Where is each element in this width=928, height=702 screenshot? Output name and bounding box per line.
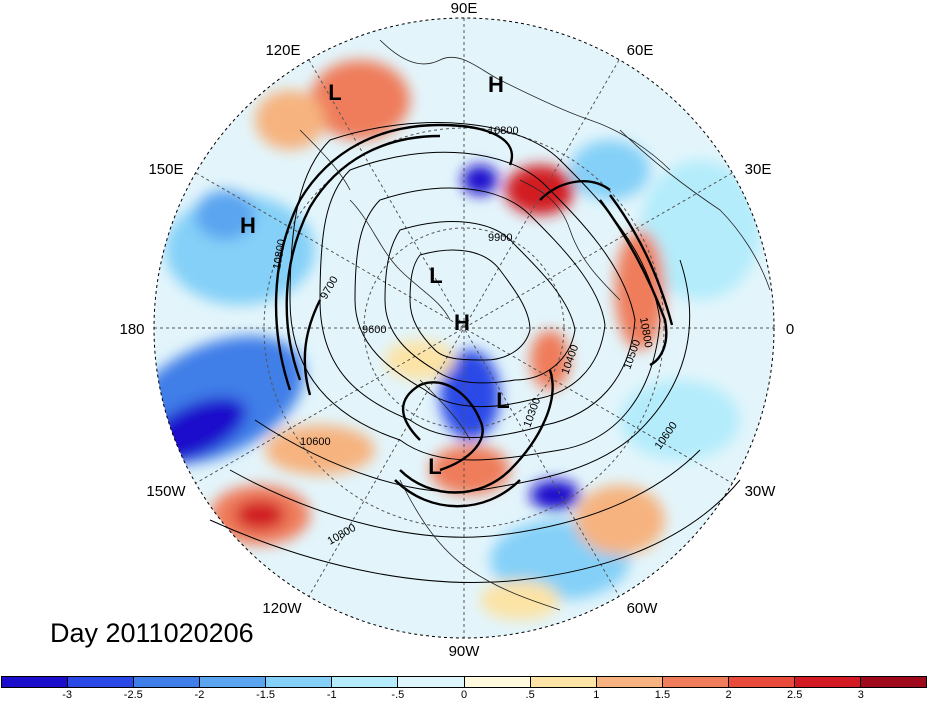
contour-label: 10600 [300,436,331,448]
graticule [154,18,774,638]
lon-label-180: 180 [119,321,144,338]
low-center-label: L [428,454,441,479]
colorbar-swatch [464,677,531,687]
lon-label-60e: 60E [627,42,654,59]
lon-label-60w: 60W [627,600,659,617]
colorbar-swatch [134,677,201,687]
colorbar-swatches [1,676,927,688]
colorbar-tick-labels: -3 -2.5 -2 -1.5 -1 -.5 0 .5 1 1.5 2 2.5 3 [0,688,928,702]
lon-label-120e: 120E [265,42,300,59]
colorbar-swatch [200,677,267,687]
colorbar-tick-label: -3 [62,689,73,701]
colorbar-swatch [861,677,927,687]
colorbar-swatch [728,677,795,687]
contour-label: 9600 [362,324,386,336]
height-contours [209,122,741,583]
jet-contours [274,123,674,508]
colorbar-swatch [266,677,333,687]
colorbar-swatch [2,677,69,687]
colorbar-tick-label: 1.5 [654,689,671,701]
contour-label: 10800 [488,125,519,137]
map-date-title: Day 2011020206 [50,618,254,648]
low-center-label: L [496,388,509,413]
polar-stereographic-map: 90E 60E 30E 0 30W 60W 90W 120W 150W 180 … [119,0,794,660]
colorbar-tick-label: -1.5 [256,689,276,701]
longitude-labels: 90E 60E 30E 0 30W 60W 90W 120W 150W 180 … [119,0,794,660]
colorbar-tick-label: -2.5 [123,689,143,701]
colorbar-tick-label: -.5 [391,689,405,701]
colorbar-swatch [332,677,399,687]
colorbar-swatch [662,677,729,687]
colorbar-tick-label: -2 [194,689,205,701]
lon-label-150e: 150E [148,161,183,178]
high-center-label: H [488,72,504,97]
lon-label-30w: 30W [745,483,777,500]
lon-label-0: 0 [786,321,794,338]
colorbar-tick-label: 1 [593,689,600,701]
colorbar-swatch [596,677,663,687]
coastlines [299,39,771,611]
colorbar-tick-label: 2.5 [787,689,803,701]
colorbar-swatch [398,677,465,687]
pressure-centers: L H H L H L L [240,72,510,479]
colorbar-tick-label: -1 [326,689,337,701]
colorbar-swatch [794,677,862,687]
colorbar: -3 -2.5 -2 -1.5 -1 -.5 0 .5 1 1.5 2 2.5 3 [0,676,928,702]
contour-label: 10800 [271,238,288,270]
colorbar-tick-label: 0 [460,689,468,701]
lon-label-30e: 30E [745,161,772,178]
colorbar-swatch [68,677,135,687]
lon-label-120w: 120W [262,600,302,617]
lon-label-90e: 90E [451,0,478,17]
lon-label-150w: 150W [146,483,186,500]
colorbar-tick-label: 2 [725,689,732,701]
low-center-label: L [429,263,442,288]
colorbar-tick-label: .5 [525,689,535,701]
high-center-label: H [454,310,470,335]
contour-label: 9900 [488,232,512,244]
lon-label-90w: 90W [449,643,481,660]
map-boundary [153,17,775,639]
colorbar-swatch [530,677,597,687]
contour-label: 10800 [637,316,654,348]
colorbar-tick-label: 3 [857,689,864,701]
high-center-label: H [240,213,256,238]
low-center-label: L [328,80,341,105]
anomaly-field [154,18,774,638]
